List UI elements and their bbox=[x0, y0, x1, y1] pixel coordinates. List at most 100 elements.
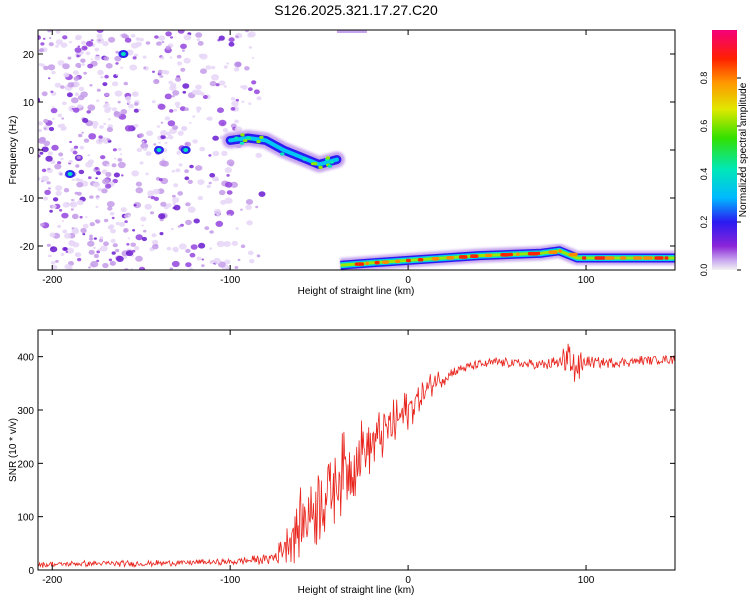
noise-dot bbox=[48, 187, 51, 190]
noise-dot bbox=[223, 241, 231, 247]
band-peak bbox=[568, 252, 578, 257]
noise-dot bbox=[90, 260, 99, 268]
noise-dot bbox=[124, 37, 132, 43]
snr-ytick-label: 200 bbox=[17, 459, 34, 470]
noise-dot bbox=[226, 159, 235, 166]
noise-dot bbox=[256, 254, 261, 258]
noise-dot bbox=[130, 242, 136, 247]
noise-dot bbox=[218, 35, 225, 41]
noise-dot bbox=[120, 207, 127, 213]
noise-dot bbox=[93, 237, 97, 240]
noise-dot bbox=[103, 122, 107, 126]
band-peak bbox=[664, 256, 669, 260]
noise-dot bbox=[49, 209, 53, 213]
noise-dot bbox=[129, 64, 138, 71]
noise-dot bbox=[171, 169, 176, 173]
noise-dot bbox=[206, 184, 211, 189]
noise-dot bbox=[94, 167, 99, 170]
noise-dot bbox=[226, 190, 233, 195]
noise-dot bbox=[124, 125, 133, 132]
noise-dot bbox=[62, 35, 68, 40]
noise-dot bbox=[57, 224, 62, 228]
noise-dot bbox=[115, 50, 119, 54]
noise-dot bbox=[88, 236, 94, 241]
noise-dot bbox=[248, 102, 252, 105]
noise-dot bbox=[72, 70, 79, 76]
noise-dot bbox=[183, 57, 191, 64]
noise-dot bbox=[107, 118, 111, 121]
noise-dot bbox=[215, 83, 220, 87]
noise-dot bbox=[95, 177, 98, 180]
noise-dot bbox=[246, 220, 253, 226]
noise-dot bbox=[85, 161, 93, 168]
noise-dot bbox=[73, 76, 80, 81]
spectrogram-xtick-label: -100 bbox=[220, 275, 240, 286]
noise-dot bbox=[79, 145, 85, 150]
noise-dot bbox=[74, 191, 79, 195]
noise-dot bbox=[102, 82, 108, 87]
noise-dot bbox=[48, 126, 55, 132]
noise-dot bbox=[221, 150, 228, 156]
noise-dot bbox=[133, 204, 137, 207]
snr-ytick-label: 0 bbox=[28, 566, 34, 577]
noise-dot bbox=[214, 177, 220, 182]
noise-dot bbox=[187, 206, 196, 213]
noise-dot bbox=[71, 97, 79, 104]
noise-dot bbox=[218, 80, 226, 86]
noise-dot bbox=[68, 241, 74, 245]
noise-dot bbox=[32, 138, 38, 143]
noise-dot bbox=[77, 257, 82, 262]
noise-dot bbox=[100, 155, 106, 160]
noise-dot bbox=[166, 246, 172, 251]
noise-dot bbox=[85, 40, 94, 47]
noise-dot bbox=[184, 176, 190, 181]
noise-dot bbox=[102, 262, 109, 269]
noise-dot bbox=[212, 135, 219, 141]
noise-dot bbox=[55, 30, 61, 34]
noise-dot bbox=[63, 72, 70, 78]
noise-dot bbox=[123, 255, 128, 259]
noise-dot bbox=[209, 230, 214, 234]
noise-dot bbox=[143, 66, 147, 69]
snr-xtick-label: 100 bbox=[578, 575, 595, 586]
noise-dot bbox=[192, 115, 196, 118]
noise-dot bbox=[240, 208, 243, 211]
noise-dot bbox=[82, 118, 89, 123]
signal-hotspot bbox=[256, 140, 261, 144]
noise-dot bbox=[94, 47, 100, 52]
noise-dot bbox=[228, 41, 235, 47]
noise-dot bbox=[39, 151, 44, 155]
noise-dot bbox=[248, 87, 253, 92]
noise-dot bbox=[231, 240, 238, 246]
noise-dot bbox=[152, 70, 155, 74]
noise-dot bbox=[59, 173, 63, 176]
noise-dot bbox=[138, 108, 142, 112]
noise-dot bbox=[158, 178, 163, 182]
noise-dot bbox=[71, 213, 79, 220]
snr-ylabel: SNR (10 * v/v) bbox=[8, 418, 19, 482]
spectrogram-ytick-label: -20 bbox=[20, 242, 35, 253]
noise-dot bbox=[172, 194, 176, 198]
noise-dot bbox=[60, 252, 65, 256]
noise-dot bbox=[141, 236, 147, 242]
noise-dot bbox=[104, 74, 109, 79]
noise-dot bbox=[49, 232, 56, 238]
noise-dot bbox=[105, 183, 112, 189]
noise-dot bbox=[46, 243, 51, 247]
noise-dot bbox=[135, 187, 144, 194]
noise-dot bbox=[82, 223, 89, 229]
noise-dot bbox=[52, 117, 55, 120]
noise-dot bbox=[55, 39, 63, 45]
noise-dot bbox=[170, 82, 177, 88]
noise-dot bbox=[62, 201, 70, 208]
noise-dot bbox=[172, 197, 180, 203]
noise-dot bbox=[126, 243, 130, 246]
band-peak bbox=[516, 252, 520, 256]
band-peak bbox=[446, 256, 455, 260]
noise-dot bbox=[41, 175, 49, 182]
noise-dot bbox=[152, 244, 159, 250]
noise-dot bbox=[60, 127, 65, 131]
noise-dot bbox=[120, 66, 124, 70]
noise-dot bbox=[172, 246, 179, 252]
band-peak bbox=[620, 256, 627, 260]
